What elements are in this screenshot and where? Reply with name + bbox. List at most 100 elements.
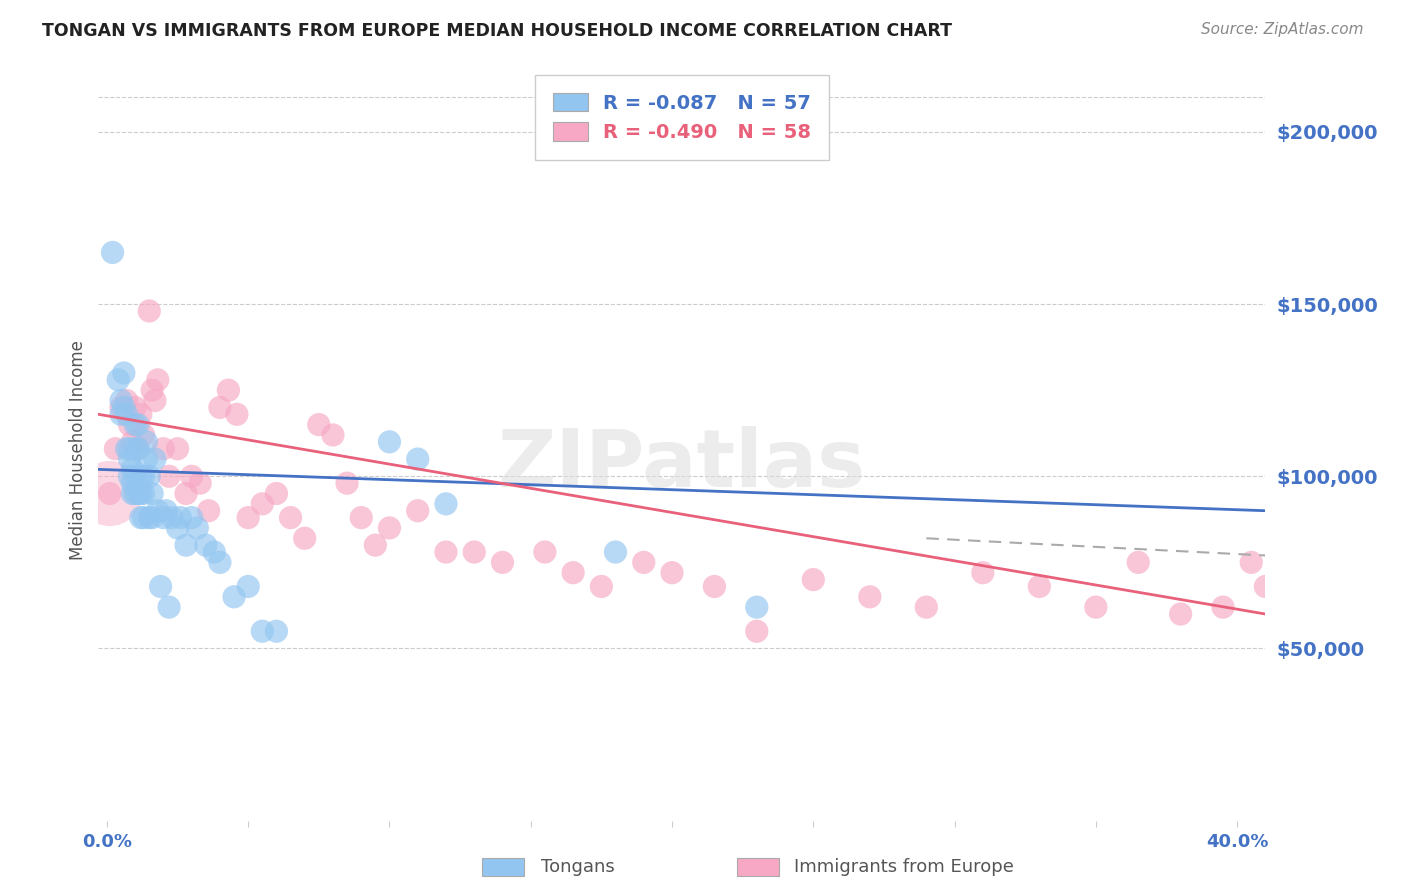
Point <box>238 510 260 524</box>
Point <box>491 555 513 569</box>
Y-axis label: Median Household Income: Median Household Income <box>69 341 87 560</box>
Point <box>138 469 160 483</box>
Point <box>132 510 155 524</box>
Point <box>110 393 132 408</box>
Point <box>138 304 160 318</box>
Point <box>127 442 149 456</box>
Point <box>107 373 129 387</box>
Point <box>308 417 330 432</box>
Point <box>155 504 177 518</box>
Point <box>129 486 152 500</box>
Point <box>266 624 288 639</box>
Point <box>115 407 138 421</box>
Point <box>124 417 146 432</box>
Point <box>364 538 387 552</box>
Point <box>118 452 141 467</box>
Point <box>121 434 143 449</box>
Point <box>135 434 157 449</box>
Point <box>406 452 429 467</box>
Point <box>143 452 166 467</box>
Point <box>129 469 152 483</box>
Point <box>605 545 627 559</box>
Point <box>280 510 302 524</box>
Point <box>138 510 160 524</box>
Point <box>252 497 274 511</box>
Point <box>115 442 138 456</box>
Point <box>124 486 146 500</box>
Point <box>745 624 768 639</box>
Point <box>101 245 124 260</box>
Point <box>801 573 824 587</box>
Point <box>406 504 429 518</box>
Point <box>222 590 245 604</box>
Point <box>1084 600 1107 615</box>
Point <box>1212 600 1234 615</box>
Text: Source: ZipAtlas.com: Source: ZipAtlas.com <box>1201 22 1364 37</box>
Point <box>141 383 163 397</box>
Point <box>434 545 457 559</box>
Point <box>157 600 180 615</box>
Point <box>1240 555 1263 569</box>
Point <box>217 383 239 397</box>
Point <box>132 428 155 442</box>
Text: TONGAN VS IMMIGRANTS FROM EUROPE MEDIAN HOUSEHOLD INCOME CORRELATION CHART: TONGAN VS IMMIGRANTS FROM EUROPE MEDIAN … <box>42 22 952 40</box>
Point <box>322 428 344 442</box>
Point <box>350 510 373 524</box>
Point <box>121 476 143 491</box>
Point <box>336 476 359 491</box>
Point <box>146 373 169 387</box>
Point <box>121 462 143 476</box>
Point <box>208 401 231 415</box>
Point <box>127 417 149 432</box>
Point <box>745 600 768 615</box>
Text: ZIPatlas: ZIPatlas <box>498 426 866 504</box>
Point <box>121 486 143 500</box>
Point <box>1254 579 1277 593</box>
Point <box>152 442 174 456</box>
Point <box>252 624 274 639</box>
Point <box>591 579 613 593</box>
Point <box>110 401 132 415</box>
Point <box>972 566 994 580</box>
Point <box>463 545 485 559</box>
Point <box>194 538 217 552</box>
Point <box>534 545 557 559</box>
Point <box>132 486 155 500</box>
Point <box>174 538 197 552</box>
Point <box>110 407 132 421</box>
Point <box>146 504 169 518</box>
Point <box>294 531 316 545</box>
Point <box>132 469 155 483</box>
Point <box>124 442 146 456</box>
Point <box>157 469 180 483</box>
Point <box>859 590 882 604</box>
Point <box>124 469 146 483</box>
Point <box>1028 579 1050 593</box>
Point <box>1170 607 1192 621</box>
Point <box>661 566 683 580</box>
Point <box>118 469 141 483</box>
Point <box>378 521 401 535</box>
Point <box>188 476 211 491</box>
Point <box>1268 590 1291 604</box>
Point <box>129 407 152 421</box>
Point <box>98 486 121 500</box>
Point <box>141 486 163 500</box>
Point <box>124 401 146 415</box>
Legend: R = -0.087   N = 57, R = -0.490   N = 58: R = -0.087 N = 57, R = -0.490 N = 58 <box>536 75 828 160</box>
Point <box>225 407 247 421</box>
Point <box>143 393 166 408</box>
Point <box>141 510 163 524</box>
Text: Tongans: Tongans <box>541 858 614 876</box>
Point <box>169 510 191 524</box>
Point <box>166 521 188 535</box>
Point <box>118 417 141 432</box>
Point <box>160 510 183 524</box>
Point <box>186 521 208 535</box>
Point <box>197 504 219 518</box>
Point <box>129 510 152 524</box>
Point <box>238 579 260 593</box>
Point <box>174 486 197 500</box>
Point <box>180 469 202 483</box>
Point <box>266 486 288 500</box>
